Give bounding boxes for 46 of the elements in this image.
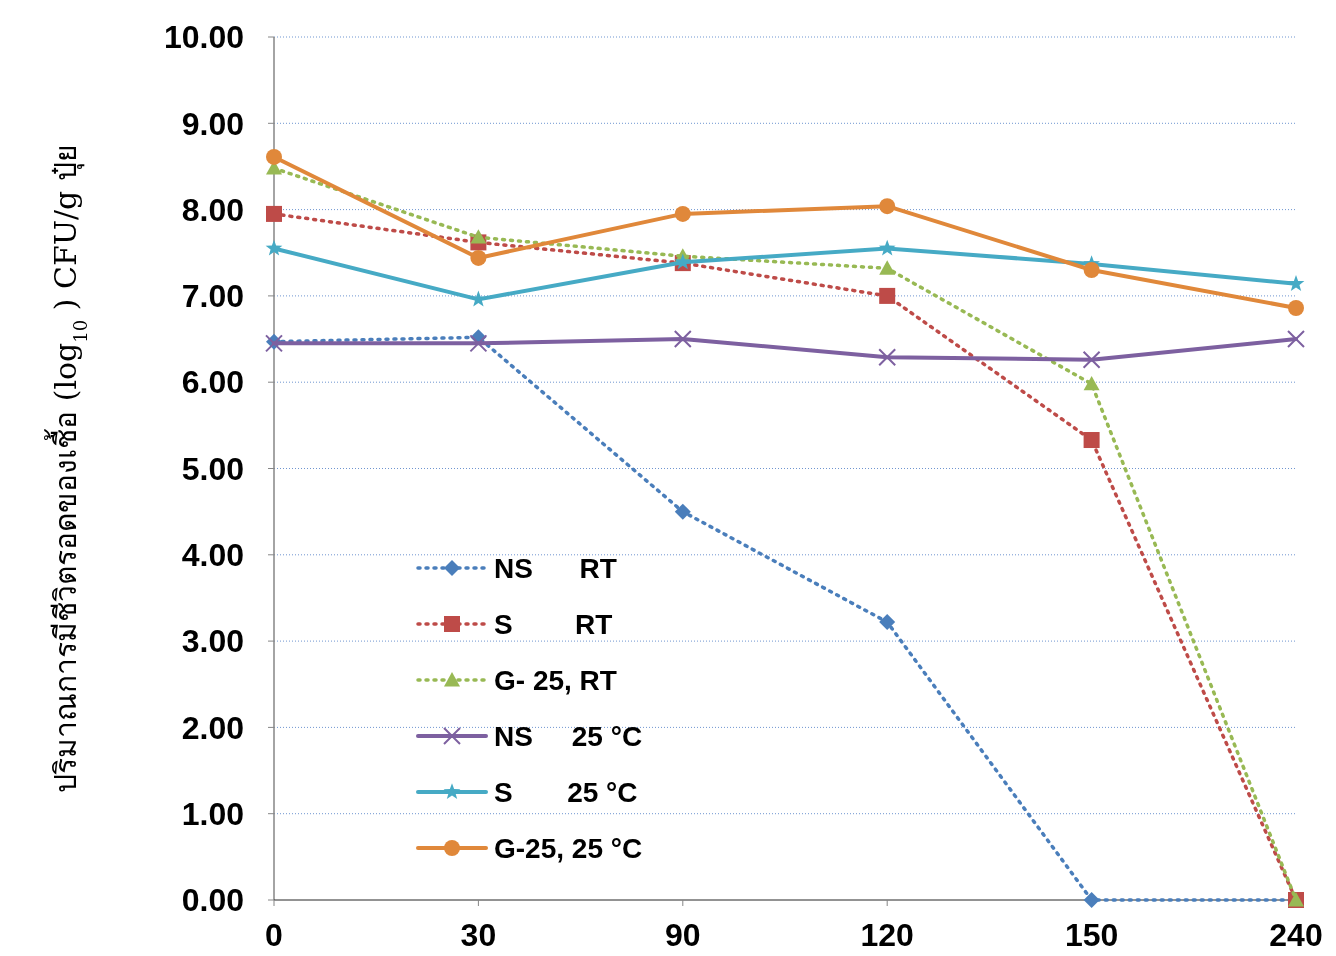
point bbox=[469, 334, 488, 353]
y-tick-label: 3.00 bbox=[181, 623, 244, 660]
y-tick-label: 2.00 bbox=[181, 709, 244, 746]
point bbox=[879, 260, 896, 275]
point bbox=[266, 205, 282, 222]
y-tick-label: 8.00 bbox=[181, 191, 244, 228]
point bbox=[673, 330, 692, 349]
point bbox=[879, 198, 896, 215]
point bbox=[674, 503, 691, 520]
point bbox=[470, 249, 487, 266]
x-tick-label: 30 bbox=[460, 917, 497, 953]
legend-label: G- 25, RT bbox=[494, 664, 617, 696]
x-tick-label: 90 bbox=[665, 917, 701, 953]
point bbox=[1287, 330, 1305, 349]
legend-label: G-25, 25 °C bbox=[494, 832, 643, 864]
legend-label: S RT bbox=[494, 608, 613, 640]
point bbox=[879, 614, 896, 631]
point bbox=[1083, 375, 1100, 391]
x-tick-label: 0 bbox=[265, 917, 283, 953]
point bbox=[878, 239, 896, 256]
point bbox=[879, 287, 896, 304]
point bbox=[1082, 350, 1101, 369]
legend-label: NS RT bbox=[494, 552, 617, 584]
legend-label: S 25 °C bbox=[494, 776, 638, 808]
point bbox=[1288, 299, 1304, 316]
point bbox=[470, 229, 487, 244]
y-tick-label: 10.00 bbox=[163, 19, 244, 56]
y-tick-label: 9.00 bbox=[181, 105, 244, 142]
y-tick-label: 0.00 bbox=[181, 882, 244, 919]
point bbox=[1083, 892, 1100, 908]
point bbox=[265, 239, 283, 256]
y-tick-label: 5.00 bbox=[181, 450, 244, 487]
x-tick-label: 240 bbox=[1269, 917, 1323, 953]
point bbox=[674, 205, 691, 222]
x-tick-label: 150 bbox=[1064, 917, 1119, 953]
point bbox=[878, 348, 897, 367]
y-tick-label: 4.00 bbox=[181, 537, 244, 573]
point bbox=[1083, 432, 1100, 449]
y-tick-label: 1.00 bbox=[181, 795, 244, 832]
point bbox=[266, 148, 282, 165]
point bbox=[1287, 275, 1305, 291]
y-tick-label: 6.00 bbox=[181, 364, 244, 401]
point bbox=[1083, 262, 1100, 279]
legend-label: NS 25 °C bbox=[494, 720, 643, 752]
x-tick-label: 120 bbox=[860, 917, 914, 953]
y-tick-label: 7.00 bbox=[181, 278, 244, 315]
